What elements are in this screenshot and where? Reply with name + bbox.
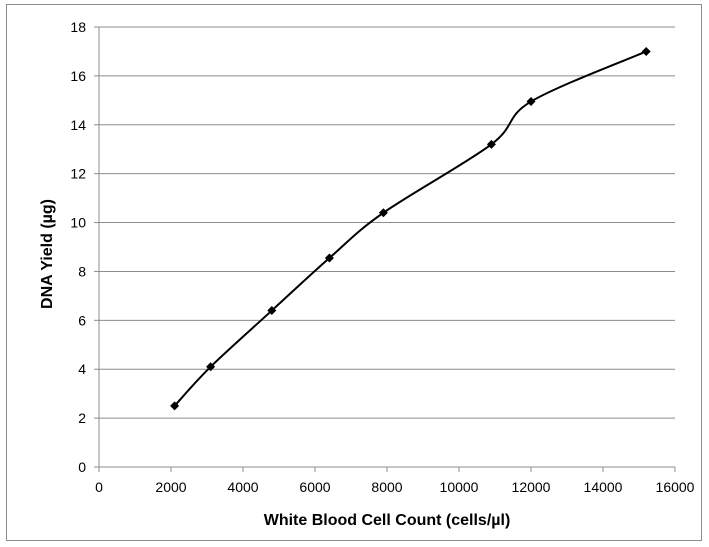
data-point — [324, 253, 334, 263]
y-tick-label: 8 — [78, 263, 86, 279]
data-point — [206, 362, 216, 372]
tick-labels: 0 2 4 6 8 10 12 14 16 18 0 2000 4000 6000 8000 10000 120… — [70, 19, 694, 495]
series-line — [173, 50, 647, 407]
x-tick-label: 4000 — [227, 479, 258, 495]
x-tick-label: 10000 — [440, 479, 479, 495]
y-tick-label: 0 — [78, 459, 86, 475]
y-tick-label: 6 — [78, 312, 86, 328]
y-tick-label: 12 — [70, 166, 86, 182]
data-point — [526, 97, 536, 107]
x-tick-label: 16000 — [656, 479, 695, 495]
x-tick-label: 8000 — [371, 479, 402, 495]
series-layer — [170, 46, 651, 411]
chart-frame — [6, 4, 702, 541]
y-tick-label: 14 — [70, 117, 86, 133]
x-tick-label: 2000 — [155, 479, 186, 495]
x-tick-label: 6000 — [299, 479, 330, 495]
data-point — [378, 208, 388, 218]
y-tick-label: 16 — [70, 68, 86, 84]
x-tick-label: 0 — [95, 479, 103, 495]
data-point — [170, 401, 180, 411]
grid-lines — [99, 26, 675, 419]
x-axis-title: White Blood Cell Count (cells/µl) — [264, 512, 511, 529]
data-point — [267, 306, 277, 316]
y-tick-label: 2 — [78, 410, 86, 426]
data-point — [486, 139, 496, 149]
x-tick-label: 12000 — [512, 479, 551, 495]
y-axis-title: DNA Yield (µg) — [39, 199, 56, 309]
y-tick-label: 18 — [70, 19, 86, 35]
data-point — [641, 46, 651, 56]
x-tick-label: 14000 — [584, 479, 623, 495]
y-tick-label: 4 — [78, 361, 86, 377]
y-tick-label: 10 — [70, 215, 86, 231]
axes — [94, 26, 676, 472]
